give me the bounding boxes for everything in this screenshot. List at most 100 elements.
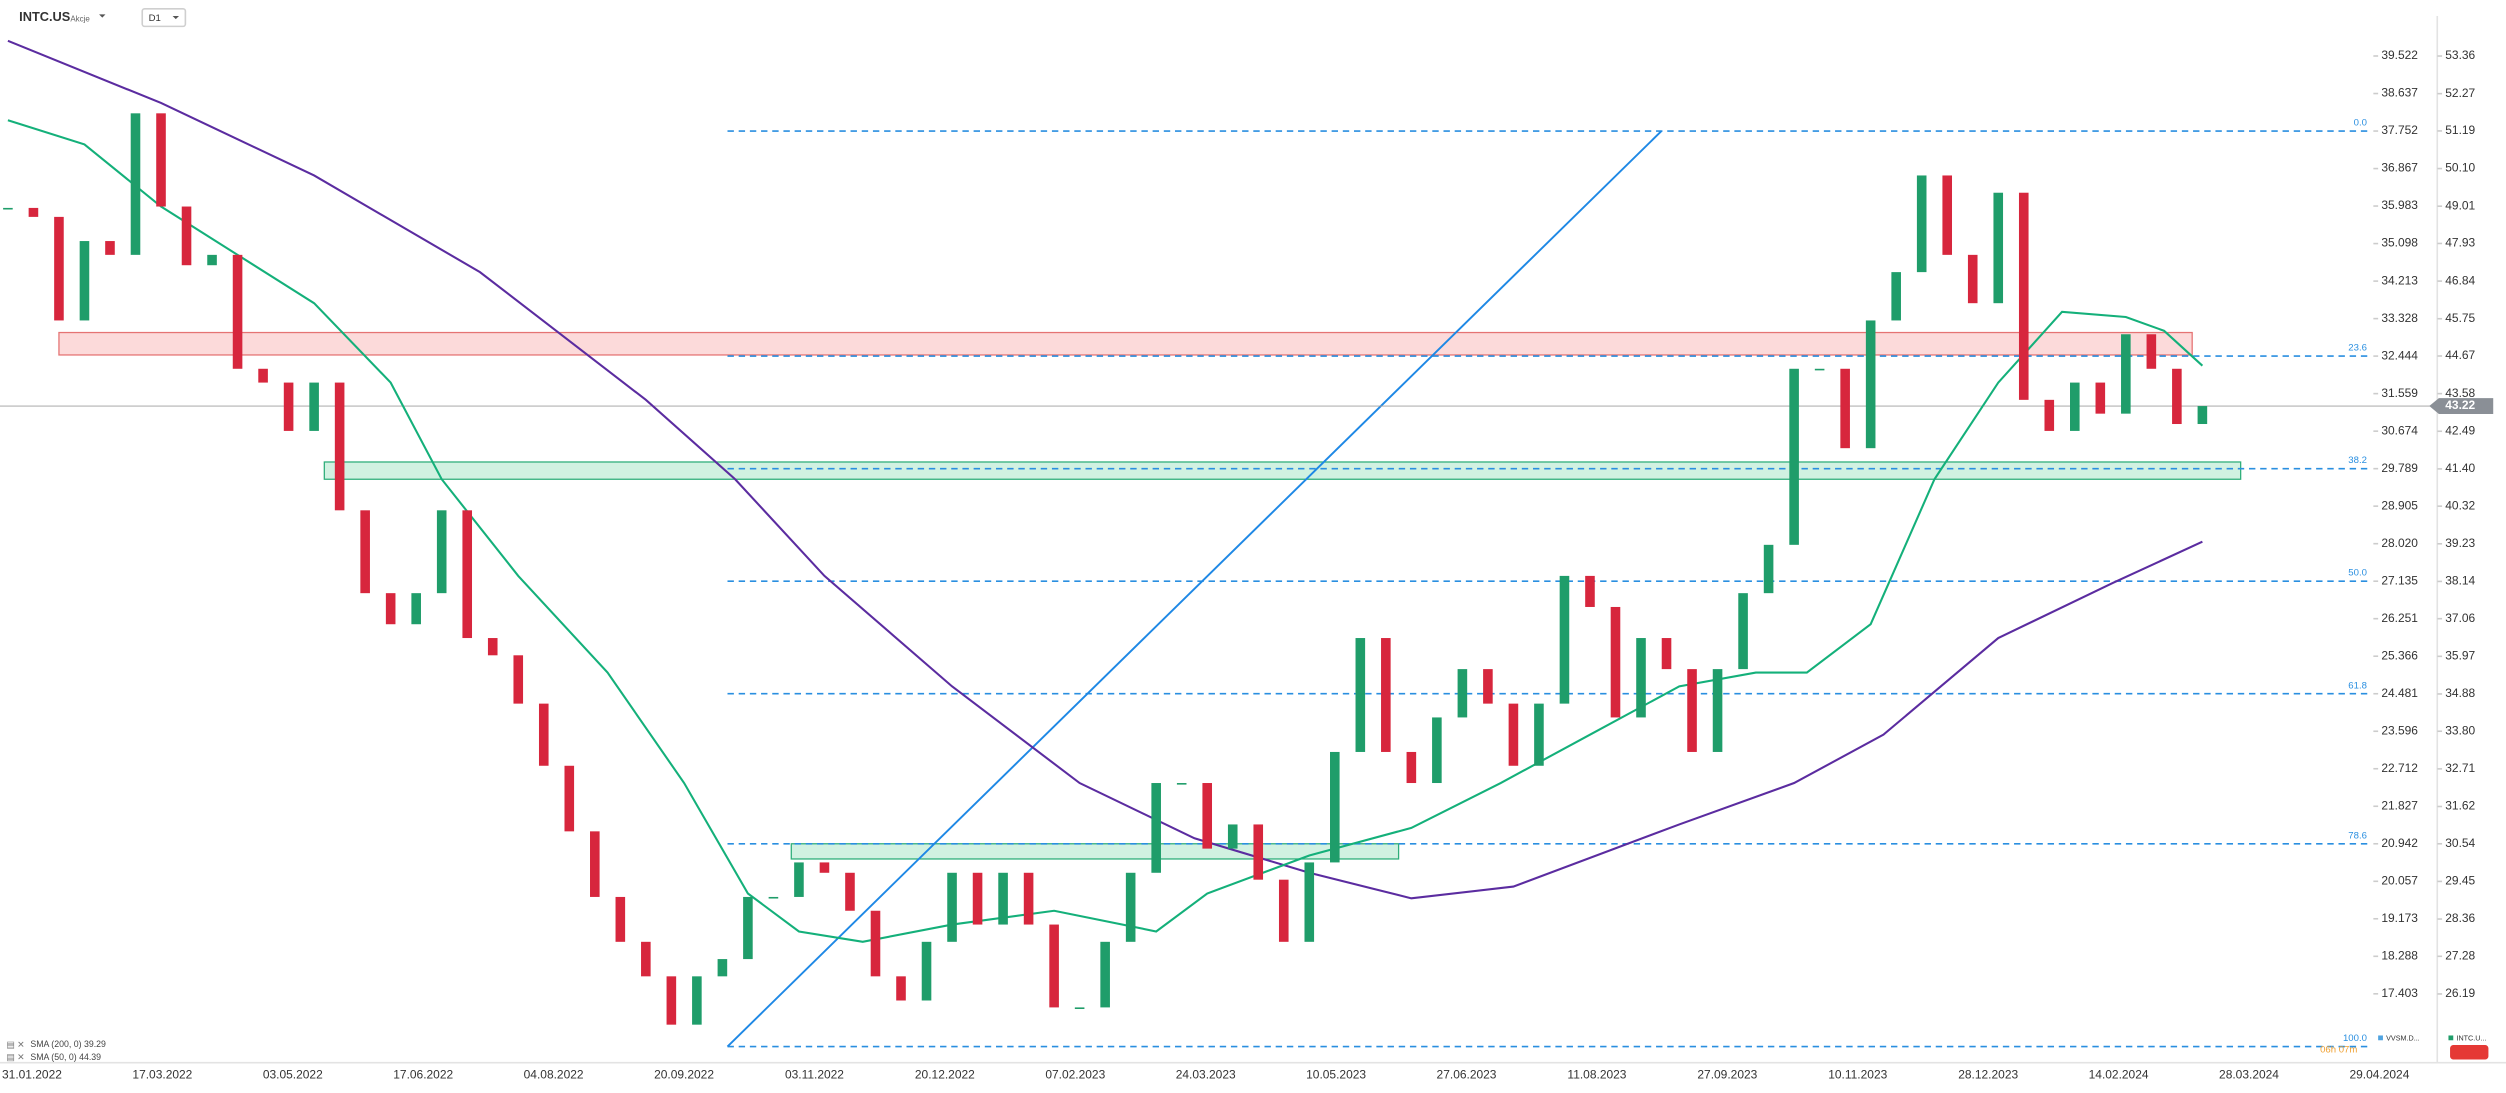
x-tick-label: 03.05.2022 <box>263 1068 323 1082</box>
x-tick-label: 14.02.2024 <box>2089 1068 2149 1082</box>
candle <box>1355 638 1366 752</box>
candle <box>2095 382 2106 414</box>
countdown: 06h 07m <box>2320 1044 2357 1055</box>
legend-entry: SMA (50, 0) 44.39 <box>30 1052 101 1062</box>
candle <box>972 872 983 925</box>
interval-selector[interactable] <box>141 7 187 28</box>
y-tick-label: 50.10 <box>2445 161 2475 175</box>
candle <box>896 976 906 1001</box>
candle <box>1330 751 1340 863</box>
y2-tick-label: 34.213 <box>2381 273 2418 287</box>
legend-icons[interactable]: ▤ ✕ <box>6 1052 24 1062</box>
symbol-dropdown[interactable] <box>99 14 106 18</box>
x-tick-label: 04.08.2022 <box>524 1068 584 1082</box>
y-tick-label: 52.27 <box>2445 86 2475 100</box>
candle <box>1891 272 1901 321</box>
y-tick-label: 49.01 <box>2445 198 2475 212</box>
candle <box>1100 941 1110 1008</box>
candle <box>1202 783 1213 849</box>
y2-tick-label: 20.057 <box>2381 873 2418 887</box>
candle <box>1151 783 1161 873</box>
y-tick-label: 33.80 <box>2445 723 2475 737</box>
symbol[interactable]: INTC.US <box>19 9 71 24</box>
candle <box>641 941 651 977</box>
candle <box>258 368 268 383</box>
y-tick-label: 46.84 <box>2445 273 2475 287</box>
candle <box>564 765 575 832</box>
candle <box>2018 192 2029 400</box>
candle <box>1074 1007 1085 1010</box>
y2-tick-label: 33.328 <box>2381 311 2418 325</box>
side-legend-swatch <box>2378 1035 2383 1041</box>
y-tick-label: 27.28 <box>2445 948 2475 962</box>
y2-tick-label: 29.789 <box>2381 461 2418 475</box>
interval-dropdown[interactable] <box>172 15 179 20</box>
y2-tick-label: 30.674 <box>2381 423 2418 437</box>
x-tick-label: 28.03.2024 <box>2219 1068 2279 1082</box>
candle <box>1814 368 1825 371</box>
candle <box>1176 783 1187 785</box>
candle <box>1712 669 1723 752</box>
candle <box>487 638 498 656</box>
candle <box>1763 544 1774 594</box>
candle <box>1125 872 1136 942</box>
candle <box>1227 824 1238 849</box>
fib-label: 38.2 <box>2348 455 2367 466</box>
candle <box>1967 254 1978 304</box>
candle <box>1559 575 1570 704</box>
candle <box>334 382 345 511</box>
candle <box>232 254 243 369</box>
legend-icons[interactable]: ▤ ✕ <box>6 1039 24 1049</box>
candle <box>2146 334 2157 369</box>
candle <box>411 593 421 625</box>
legend-entry: SMA (200, 0) 39.29 <box>30 1039 106 1049</box>
y-tick-label: 38.14 <box>2445 574 2475 588</box>
x-tick-label: 10.05.2023 <box>1306 1068 1366 1082</box>
y-tick-label: 45.75 <box>2445 311 2475 325</box>
x-tick-label: 27.06.2023 <box>1437 1068 1497 1082</box>
candle <box>1483 669 1493 704</box>
candle <box>692 976 702 1025</box>
candle <box>385 593 396 625</box>
zone <box>58 331 2193 356</box>
zone <box>790 843 1400 860</box>
fib-label: 100.0 <box>2343 1033 2367 1044</box>
y2-tick-label: 25.366 <box>2381 648 2418 662</box>
candle <box>436 510 447 594</box>
interval[interactable]: D1 <box>149 13 161 24</box>
sma-line <box>7 119 2204 943</box>
y2-tick-label: 36.867 <box>2381 161 2418 175</box>
candle <box>1840 368 1850 449</box>
x-tick-label: 31.01.2022 <box>2 1068 62 1082</box>
fib-label: 78.6 <box>2348 830 2367 841</box>
y-tick-label: 32.71 <box>2445 761 2475 775</box>
header[interactable]: INTC.US Akcje D1 <box>19 7 187 28</box>
legend-value: 44.39 <box>79 1052 101 1062</box>
y2-tick-label: 28.020 <box>2381 536 2418 550</box>
candle <box>513 655 524 704</box>
x-tick-label: 10.11.2023 <box>1828 1068 1887 1082</box>
candle <box>1304 862 1315 942</box>
candle <box>1687 669 1697 752</box>
candle <box>207 254 217 266</box>
y2-tick-label: 37.752 <box>2381 123 2418 137</box>
y-tick-label: 44.67 <box>2445 348 2475 362</box>
candle <box>615 896 626 942</box>
candle <box>1993 192 2004 304</box>
candle <box>717 959 728 977</box>
y-tick-label: 35.97 <box>2445 649 2475 663</box>
x-tick-label: 07.02.2023 <box>1045 1068 1105 1082</box>
candle <box>1585 575 1595 607</box>
side-legend-label: INTC.U... <box>2456 1034 2486 1043</box>
candle <box>1916 175 1927 273</box>
y2-tick-label: 35.983 <box>2381 198 2418 212</box>
y2-tick-label: 24.481 <box>2381 686 2418 700</box>
x-tick-label: 11.08.2023 <box>1567 1068 1626 1082</box>
candle <box>947 872 957 942</box>
x-tick-label: 28.12.2023 <box>1958 1068 2018 1082</box>
candle <box>54 216 64 321</box>
alert-badge[interactable] <box>2450 1045 2489 1060</box>
y2-tick-label: 27.135 <box>2381 573 2418 587</box>
